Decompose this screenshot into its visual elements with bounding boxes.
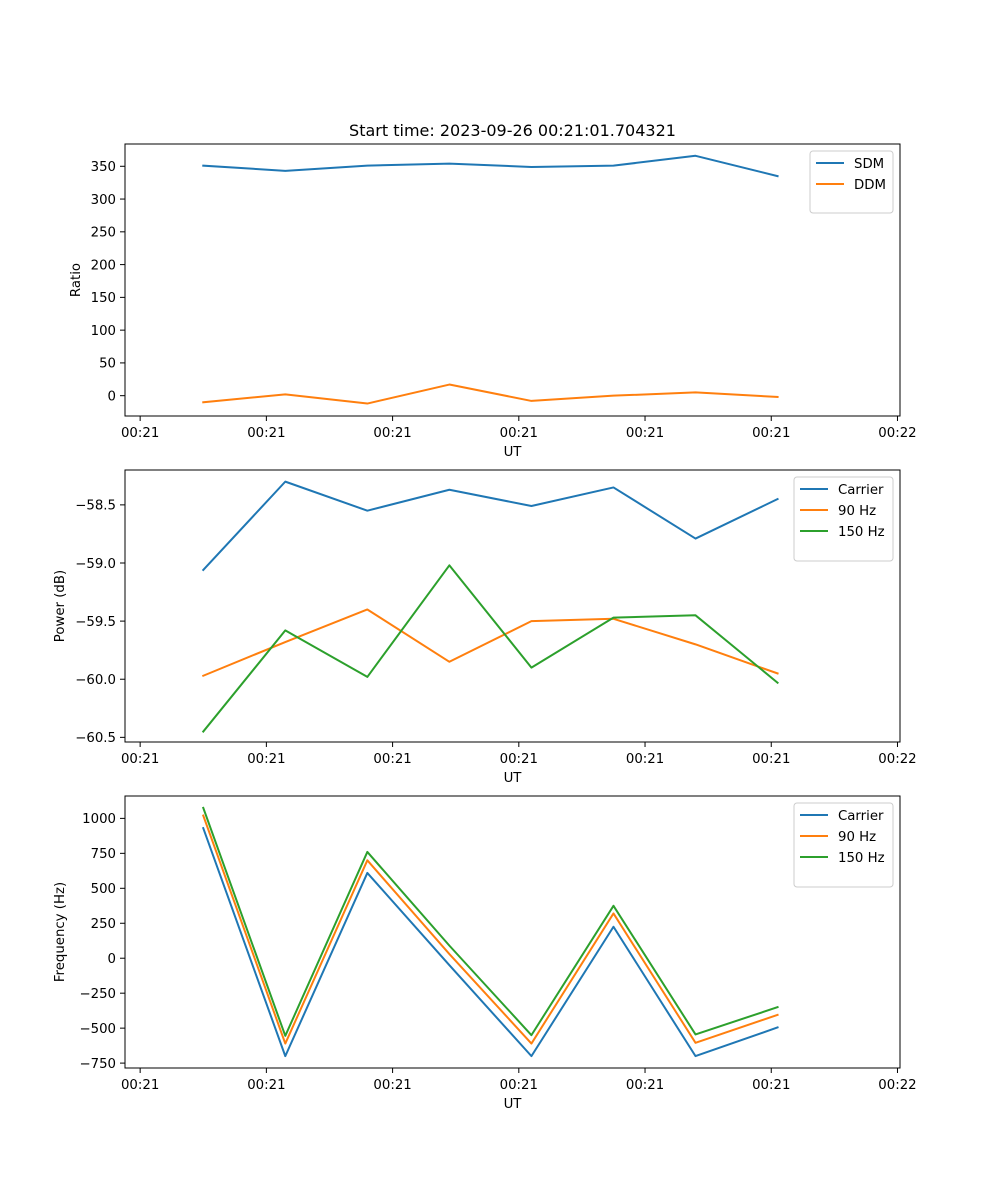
ratio-series-line-sdm (202, 154, 779, 178)
ratio-series-line-ddm (202, 383, 779, 405)
ratio-y-tick-label: 250 (91, 226, 116, 241)
ratio-x-tick-label: 00:21 (626, 426, 664, 441)
power-series-line-90-hz (201, 608, 779, 678)
ratio-x-tick-label: 00:21 (373, 426, 411, 441)
frequency-y-tick-label: 1000 (82, 812, 116, 827)
frequency-series-line-150-hz (201, 806, 779, 1037)
ratio-legend-label: DDM (854, 178, 886, 193)
ratio-y-tick-label: 350 (91, 160, 116, 175)
ratio-y-tick-label: 0 (108, 389, 116, 404)
ratio-y-tick-label: 200 (91, 258, 116, 273)
figure-title: Start time: 2023-09-26 00:21:01.704321 (349, 121, 676, 140)
power-y-tick-label: −59.5 (75, 615, 116, 630)
power-panel: 00:21 00:21 00:21 00:21 00:21 00:21 00:22 −60.5… (53, 469, 917, 786)
power-series-line-150-hz (201, 564, 779, 733)
power-x-tick-label: 00:21 (626, 752, 664, 767)
frequency-axes-frame (124, 795, 901, 1069)
ratio-axes-frame (124, 143, 901, 417)
ratio-x-tick-label: 00:22 (878, 426, 916, 441)
power-legend-label: 150 Hz (838, 525, 885, 540)
ratio-x-axis-label: UT (504, 445, 523, 460)
power-legend-label: 90 Hz (838, 504, 876, 519)
ratio-y-tick-label: 50 (99, 357, 116, 372)
frequency-y-tick-label: 0 (108, 952, 116, 967)
power-y-tick-label: −59.0 (75, 557, 116, 572)
frequency-y-tick-label: −750 (79, 1057, 116, 1072)
ratio-y-axis-label: Ratio (69, 263, 84, 297)
power-y-tick-label: −58.5 (75, 499, 116, 514)
ratio-x-tick-label: 00:21 (500, 426, 538, 441)
ratio-y-tick-label: 300 (91, 193, 116, 208)
power-axes-frame (124, 469, 901, 743)
frequency-legend-label: Carrier (838, 809, 884, 824)
power-x-tick-label: 00:22 (878, 752, 916, 767)
frequency-y-axis-label: Frequency (Hz) (53, 882, 68, 982)
ratio-legend-label: SDM (854, 157, 884, 172)
frequency-legend (793, 802, 894, 888)
frequency-y-tick-label: −500 (79, 1022, 116, 1037)
power-y-tick-label: −60.5 (75, 731, 116, 746)
ratio-x-tick-label: 00:21 (752, 426, 790, 441)
power-y-tick-label: −60.0 (75, 673, 116, 688)
power-x-tick-label: 00:21 (373, 752, 411, 767)
frequency-series-line-carrier (201, 826, 779, 1058)
frequency-y-tick-label: 750 (91, 847, 116, 862)
ratio-panel: 00:21 00:21 00:21 00:21 00:21 00:21 00:22 0 50 10… (69, 143, 917, 460)
power-x-axis-label: UT (504, 771, 523, 786)
frequency-x-tick-label: 00:21 (247, 1078, 285, 1093)
ratio-x-tick-label: 00:21 (121, 426, 159, 441)
frequency-panel: 00:21 00:21 00:21 00:21 00:21 00:21 00:22 −750 −… (53, 795, 917, 1112)
frequency-x-tick-label: 00:21 (500, 1078, 538, 1093)
frequency-x-tick-label: 00:21 (121, 1078, 159, 1093)
power-legend (793, 476, 894, 562)
ratio-x-tick-label: 00:21 (247, 426, 285, 441)
ratio-y-tick-label: 100 (91, 324, 116, 339)
power-x-tick-label: 00:21 (247, 752, 285, 767)
power-series-line-carrier (201, 480, 779, 572)
power-y-axis-label: Power (dB) (53, 570, 68, 642)
frequency-y-tick-label: 250 (91, 917, 116, 932)
frequency-y-tick-label: −250 (79, 987, 116, 1002)
frequency-x-tick-label: 00:21 (373, 1078, 411, 1093)
frequency-x-tick-label: 00:21 (626, 1078, 664, 1093)
frequency-x-axis-label: UT (504, 1097, 523, 1112)
power-x-tick-label: 00:21 (752, 752, 790, 767)
ratio-y-tick-label: 150 (91, 291, 116, 306)
frequency-y-tick-label: 500 (91, 882, 116, 897)
power-x-tick-label: 00:21 (121, 752, 159, 767)
frequency-series-line-90-hz (201, 814, 779, 1045)
power-x-tick-label: 00:21 (500, 752, 538, 767)
frequency-legend-label: 150 Hz (838, 851, 885, 866)
ratio-legend (809, 150, 894, 214)
frequency-x-tick-label: 00:21 (752, 1078, 790, 1093)
power-legend-label: Carrier (838, 483, 884, 498)
frequency-legend-label: 90 Hz (838, 830, 876, 845)
frequency-x-tick-label: 00:22 (878, 1078, 916, 1093)
